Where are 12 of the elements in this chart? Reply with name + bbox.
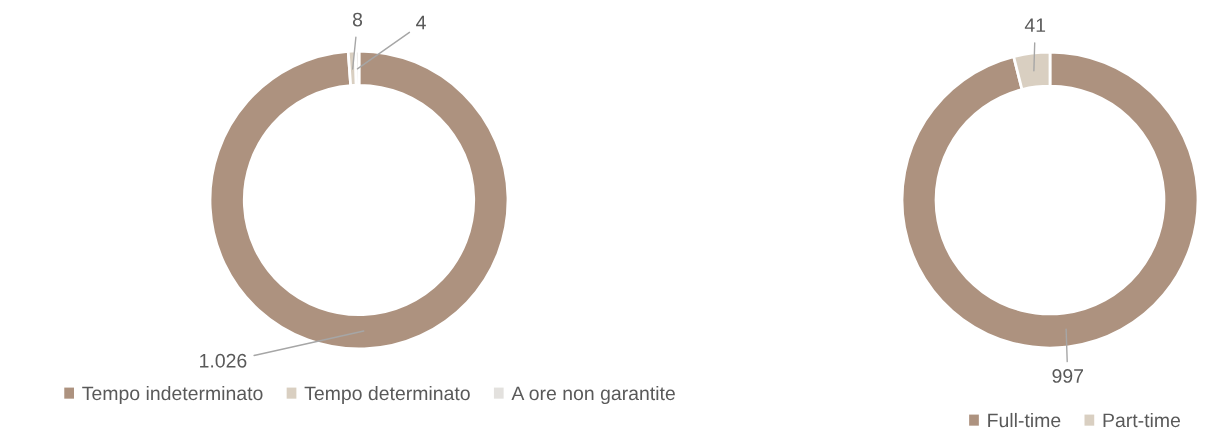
legend-label: Part-time	[1103, 412, 1181, 428]
legend-label: Tempo indeterminato	[82, 385, 263, 405]
data-label: 1.026	[200, 353, 247, 368]
data-label: 8	[352, 12, 363, 27]
legend-label: A ore non garantite	[511, 385, 675, 405]
donut-slice	[208, 49, 510, 351]
legend-label: Tempo determinato	[304, 385, 470, 405]
legend-label: Full-time	[988, 412, 1061, 428]
data-label: 4	[416, 15, 426, 30]
data-label: 41	[1024, 18, 1046, 32]
donut-slice	[900, 50, 1200, 350]
data-label: 997	[1052, 369, 1084, 383]
